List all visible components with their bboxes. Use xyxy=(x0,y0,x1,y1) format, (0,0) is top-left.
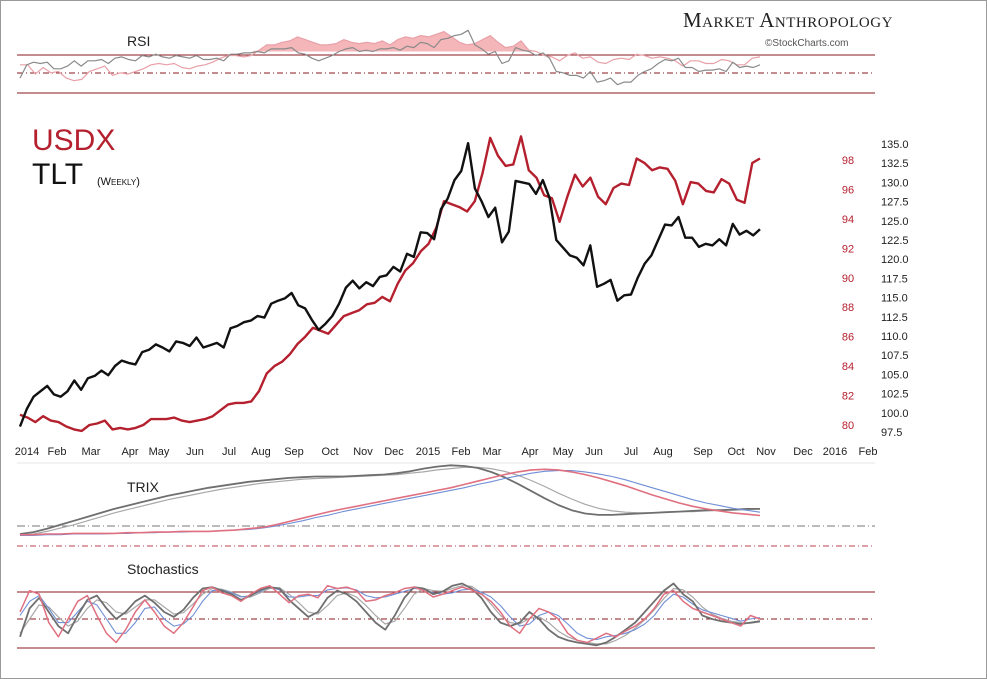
x-axis-label: Oct xyxy=(321,446,338,458)
x-axis-label: Apr xyxy=(521,446,538,458)
tlt-tick-label: 110.0 xyxy=(881,331,908,343)
x-axis-label: Jun xyxy=(585,446,603,458)
x-axis-label: May xyxy=(149,446,170,458)
x-axis-label: Apr xyxy=(121,446,138,458)
tlt-tick-label: 130.0 xyxy=(881,177,909,189)
usdx-tick-label: 82 xyxy=(842,391,854,403)
usdx-tick-label: 90 xyxy=(842,273,854,285)
stochastics-panel-label: Stochastics xyxy=(127,561,199,577)
stoch-tlt-line xyxy=(19,582,761,647)
trix-panel-label: TRIX xyxy=(127,479,159,495)
x-axis-label: Feb xyxy=(859,446,878,458)
stoch-usdx-line xyxy=(19,584,761,644)
tlt-tick-label: 132.5 xyxy=(881,158,909,170)
usdx-tick-label: 84 xyxy=(842,361,854,373)
x-axis-label: Feb xyxy=(452,446,471,458)
usdx-tick-label: 88 xyxy=(842,302,854,314)
tlt-tick-label: 100.0 xyxy=(881,408,909,420)
rsi-tlt-line xyxy=(19,29,761,86)
tlt-tick-label: 120.0 xyxy=(881,254,909,266)
trix-tlt-line xyxy=(19,464,760,535)
x-axis-label: 2015 xyxy=(416,446,440,458)
x-axis-label: 2014 xyxy=(15,446,39,458)
x-axis-label: Aug xyxy=(251,446,271,458)
x-axis-label: 2016 xyxy=(823,446,847,458)
x-axis-label: Nov xyxy=(353,446,373,458)
tlt-tick-label: 112.5 xyxy=(881,312,908,324)
tlt-tick-label: 102.5 xyxy=(881,389,909,401)
x-axis-label: Sep xyxy=(693,446,713,458)
tlt-tick-label: 125.0 xyxy=(881,216,909,228)
x-axis-label: Feb xyxy=(48,446,67,458)
x-axis-label: Oct xyxy=(727,446,744,458)
usdx-series-line xyxy=(19,135,761,433)
legend-tlt: TLT xyxy=(32,158,84,191)
usdx-tick-label: 94 xyxy=(842,214,854,226)
usdx-tick-label: 98 xyxy=(842,155,854,167)
rsi-panel-label: RSI xyxy=(127,33,151,49)
tlt-tick-label: 115.0 xyxy=(881,293,908,305)
legend-period: (Weekly) xyxy=(97,176,140,188)
credit-text: ©StockCharts.com xyxy=(765,38,849,49)
x-axis-label: Jul xyxy=(624,446,638,458)
usdx-tick-label: 92 xyxy=(842,243,854,255)
x-axis-label: Mar xyxy=(483,446,502,458)
tlt-tick-label: 127.5 xyxy=(881,197,909,209)
stoch-usdx-signal xyxy=(19,586,761,641)
tlt-tick-label: 105.0 xyxy=(881,369,909,381)
brand-logo: Market Anthropology xyxy=(683,8,893,33)
tlt-tick-label: 122.5 xyxy=(881,235,909,247)
x-axis-label: Nov xyxy=(756,446,776,458)
x-axis-label: May xyxy=(553,446,574,458)
tlt-tick-label: 107.5 xyxy=(881,350,909,362)
x-axis-label: Aug xyxy=(653,446,673,458)
trix-usdx-line xyxy=(20,468,761,536)
usdx-tick-label: 86 xyxy=(842,332,854,344)
tlt-series-line xyxy=(18,141,761,428)
x-axis-label: Jun xyxy=(186,446,204,458)
x-axis-label: Sep xyxy=(284,446,304,458)
legend-usdx: USDX xyxy=(32,124,116,157)
x-axis-label: Mar xyxy=(82,446,101,458)
x-axis-label: Dec xyxy=(384,446,404,458)
usdx-tick-label: 96 xyxy=(842,184,854,196)
brand-name: Market Anthropology xyxy=(683,8,893,32)
x-axis-label: Jul xyxy=(222,446,236,458)
tlt-tick-label: 117.5 xyxy=(881,273,908,285)
rsi-usdx-fill xyxy=(20,31,760,52)
usdx-tick-label: 80 xyxy=(842,420,854,432)
tlt-tick-label: 135.0 xyxy=(881,139,909,151)
rsi-usdx-line xyxy=(20,31,761,82)
tlt-tick-label: 97.5 xyxy=(881,427,902,439)
x-axis-label: Dec xyxy=(793,446,813,458)
trix-tlt-signal xyxy=(19,466,761,536)
